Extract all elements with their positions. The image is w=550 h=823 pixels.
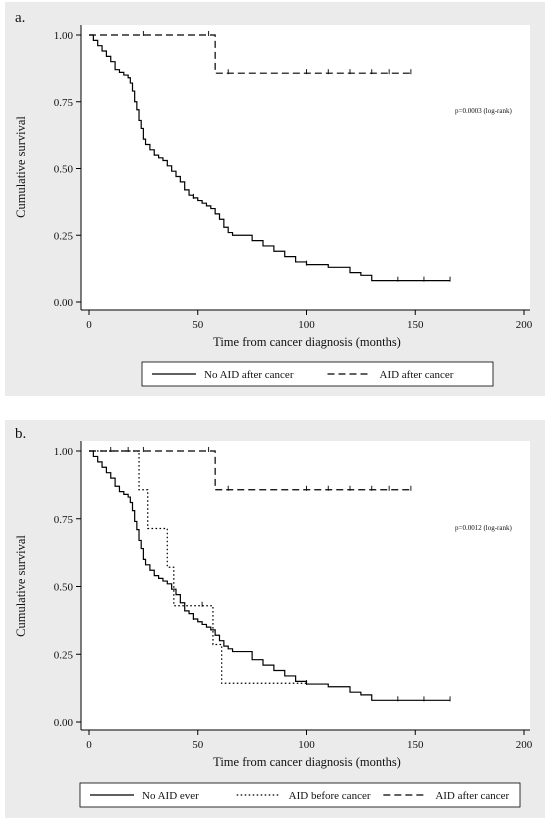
plot-area: [81, 441, 530, 730]
legend-label: AID after cancer: [380, 369, 454, 381]
y-tick-label: 0.75: [54, 514, 74, 526]
y-tick-label: 1.00: [54, 30, 74, 42]
survival-curve-dashed: [89, 34, 411, 74]
y-axis-title: Cumulative survival: [14, 116, 28, 218]
x-tick-label: 50: [192, 319, 204, 331]
y-tick-label: 0.75: [54, 97, 74, 109]
legend-label: No AID after cancer: [204, 369, 294, 381]
plot-area: [81, 25, 530, 310]
survival-curve-dashed: [89, 450, 411, 491]
x-axis-title: Time from cancer diagnosis (months): [213, 335, 401, 349]
legend-box: [79, 782, 521, 808]
survival-curve-solid: [89, 34, 451, 282]
y-tick-label: 0.50: [54, 164, 74, 176]
x-tick-label: 150: [407, 739, 424, 751]
panel-label: b.: [15, 426, 26, 442]
x-tick-label: 100: [298, 319, 315, 331]
x-axis-title: Time from cancer diagnosis (months): [213, 755, 401, 769]
legend-label: AID after cancer: [435, 790, 509, 802]
x-tick-label: 200: [516, 319, 533, 331]
y-tick-label: 0.00: [54, 717, 74, 729]
chart-svg-b: b. 0.00 0.25 0.50 0.75 1.00 0 50 100 150 200 Cumula…: [14, 426, 533, 808]
x-tick-label: 0: [86, 739, 92, 751]
legend-label: No AID ever: [142, 790, 199, 802]
x-tick-label: 150: [407, 319, 424, 331]
y-tick-label: 1.00: [54, 446, 74, 458]
survival-chart-b: b. 0.00 0.25 0.50 0.75 1.00 0 50 100 150 200 Cumula…: [5, 420, 545, 818]
legend-box: [141, 361, 494, 387]
y-axis-title: Cumulative survival: [14, 535, 28, 637]
survival-curve-solid: [89, 450, 451, 701]
y-tick-label: 0.25: [54, 649, 74, 661]
y-tick-label: 0.00: [54, 297, 74, 309]
survival-curve-dotted: [89, 450, 307, 684]
x-tick-label: 0: [86, 319, 92, 331]
y-tick-label: 0.50: [54, 582, 74, 594]
survival-chart-a: a. 0.00 0.25 0.50 0.75 1.00 0 50 100 150 200 Cumula…: [5, 2, 545, 396]
p-value-annotation: p=0.0012 (log-rank): [455, 524, 512, 532]
x-tick-label: 100: [298, 739, 315, 751]
chart-svg-a: a. 0.00 0.25 0.50 0.75 1.00 0 50 100 150 200 Cumula…: [14, 10, 533, 387]
x-tick-label: 200: [516, 739, 533, 751]
y-tick-label: 0.25: [54, 230, 74, 242]
panel-label: a.: [15, 10, 25, 26]
x-tick-label: 50: [192, 739, 204, 751]
legend-label: AID before cancer: [289, 790, 371, 802]
p-value-annotation: p=0.0003 (log-rank): [455, 107, 512, 115]
